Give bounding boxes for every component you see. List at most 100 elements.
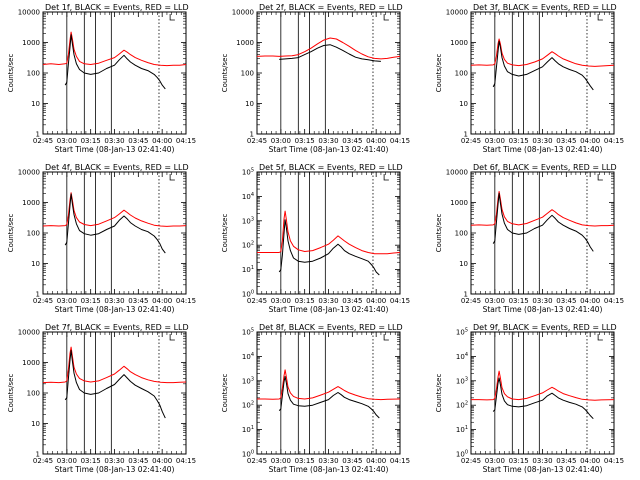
y-tick-label: 1	[36, 291, 40, 299]
x-tick-label: 04:15	[176, 457, 196, 465]
y-tick-label: 1000	[22, 359, 40, 367]
y-tick-label: 1	[250, 131, 254, 139]
x-tick-label: 03:15	[295, 137, 315, 145]
x-tick-label: 03:00	[57, 297, 77, 305]
y-tick-label: 100	[455, 70, 468, 78]
y-tick-label: 1000	[22, 199, 40, 207]
y-tick-label: 1	[36, 451, 40, 459]
y-tick-label: 101	[456, 425, 468, 434]
chart-panel-3: Det 3f, BLACK = Events, RED = LLD 1 10 100 1…	[435, 3, 624, 154]
series-line-events	[278, 376, 380, 419]
y-axis-label: Counts/sec	[221, 54, 229, 93]
x-tick-label: 03:15	[509, 297, 529, 305]
corner-marker	[169, 334, 175, 341]
series-line-events	[64, 193, 166, 254]
x-tick-label: 03:45	[556, 457, 576, 465]
y-tick-label: 100	[27, 70, 40, 78]
x-tick-label: 04:00	[366, 137, 386, 145]
x-tick-label: 03:45	[342, 297, 362, 305]
x-tick-label: 03:00	[271, 137, 291, 145]
series-line-lld	[42, 346, 187, 384]
corner-marker	[597, 334, 603, 341]
y-axis-label: Counts/sec	[221, 214, 229, 253]
y-tick-label: 100	[27, 390, 40, 398]
x-tick-label: 02:45	[247, 137, 267, 145]
x-tick-label: 04:15	[390, 297, 410, 305]
chart-title: Det 2f, BLACK = Events, RED = LLD	[259, 3, 403, 12]
x-tick-label: 04:00	[152, 457, 172, 465]
corner-marker	[383, 14, 389, 21]
plot-frame	[42, 331, 187, 455]
plot-frame	[256, 11, 401, 135]
y-tick-label: 105	[242, 328, 254, 337]
chart-title: Det 9f, BLACK = Events, RED = LLD	[473, 323, 617, 332]
y-tick-label: 100	[242, 450, 254, 459]
chart-panel-1: Det 1f, BLACK = Events, RED = LLD 1 10 100 1…	[7, 3, 196, 154]
y-tick-label: 10000	[18, 169, 40, 177]
plot-frame	[470, 11, 615, 135]
y-tick-label: 100	[27, 230, 40, 238]
x-tick-label: 03:45	[342, 457, 362, 465]
series-line-lld	[256, 37, 401, 60]
series-line-events	[492, 377, 594, 420]
y-tick-label: 103	[242, 376, 254, 385]
x-tick-label: 03:15	[509, 137, 529, 145]
series-line-events	[492, 192, 594, 252]
x-tick-label: 03:15	[81, 137, 101, 145]
x-tick-label: 02:45	[461, 297, 481, 305]
x-tick-label: 04:15	[176, 137, 196, 145]
x-tick-label: 03:00	[485, 297, 505, 305]
y-tick-label: 10000	[446, 169, 468, 177]
y-tick-label: 1000	[236, 39, 254, 47]
x-tick-label: 03:30	[318, 297, 338, 305]
y-tick-label: 10000	[18, 9, 40, 17]
x-axis-label: Start Time (08-Jan-13 02:41:40)	[269, 305, 389, 314]
plot-frame	[256, 171, 401, 295]
series-line-events	[64, 34, 166, 90]
y-tick-label: 1000	[22, 39, 40, 47]
plot-frame	[42, 171, 187, 295]
x-tick-label: 04:15	[604, 297, 624, 305]
x-tick-label: 03:30	[318, 457, 338, 465]
corner-marker	[597, 14, 603, 21]
y-tick-label: 10	[245, 100, 254, 108]
x-tick-label: 02:45	[247, 457, 267, 465]
series-line-lld	[257, 369, 401, 401]
x-tick-label: 03:00	[271, 297, 291, 305]
chart-panel-7: Det 7f, BLACK = Events, RED = LLD 1 10 100 1…	[7, 323, 196, 474]
corner-marker	[383, 174, 389, 181]
chart-panel-8: Det 8f, BLACK = Events, RED = LLD 100 101 1…	[221, 323, 410, 474]
x-tick-label: 04:15	[390, 457, 410, 465]
y-tick-label: 10	[31, 260, 40, 268]
chart-title: Det 3f, BLACK = Events, RED = LLD	[473, 3, 617, 12]
x-tick-label: 03:30	[104, 297, 124, 305]
x-tick-label: 03:45	[342, 137, 362, 145]
x-tick-label: 03:15	[295, 297, 315, 305]
x-tick-label: 04:15	[390, 137, 410, 145]
y-tick-label: 105	[456, 328, 468, 337]
x-tick-label: 02:45	[33, 137, 53, 145]
y-axis-label: Counts/sec	[221, 374, 229, 413]
x-tick-label: 04:00	[580, 137, 600, 145]
x-tick-label: 02:45	[33, 297, 53, 305]
chart-panel-6: Det 6f, BLACK = Events, RED = LLD 1 10 100 1…	[435, 163, 624, 314]
y-tick-label: 102	[456, 401, 468, 410]
x-tick-label: 03:30	[104, 137, 124, 145]
x-axis-label: Start Time (08-Jan-13 02:41:40)	[269, 145, 389, 154]
y-tick-label: 10000	[18, 329, 40, 337]
y-tick-label: 10	[31, 100, 40, 108]
series-line-lld	[42, 31, 187, 67]
y-tick-label: 105	[242, 168, 254, 177]
series-line-lld	[470, 38, 615, 67]
x-tick-label: 03:15	[295, 457, 315, 465]
x-axis-label: Start Time (08-Jan-13 02:41:40)	[269, 465, 389, 474]
chart-panel-4: Det 4f, BLACK = Events, RED = LLD 1 10 100 1…	[7, 163, 196, 314]
series-line-lld	[257, 210, 401, 255]
x-tick-label: 02:45	[33, 457, 53, 465]
chart-panel-5: Det 5f, BLACK = Events, RED = LLD 100 101 1…	[221, 163, 410, 314]
x-tick-label: 04:15	[176, 297, 196, 305]
chart-title: Det 1f, BLACK = Events, RED = LLD	[45, 3, 189, 12]
y-axis-label: Counts/sec	[435, 54, 443, 93]
chart-panel-9: Det 9f, BLACK = Events, RED = LLD 100 101 1…	[435, 323, 624, 474]
